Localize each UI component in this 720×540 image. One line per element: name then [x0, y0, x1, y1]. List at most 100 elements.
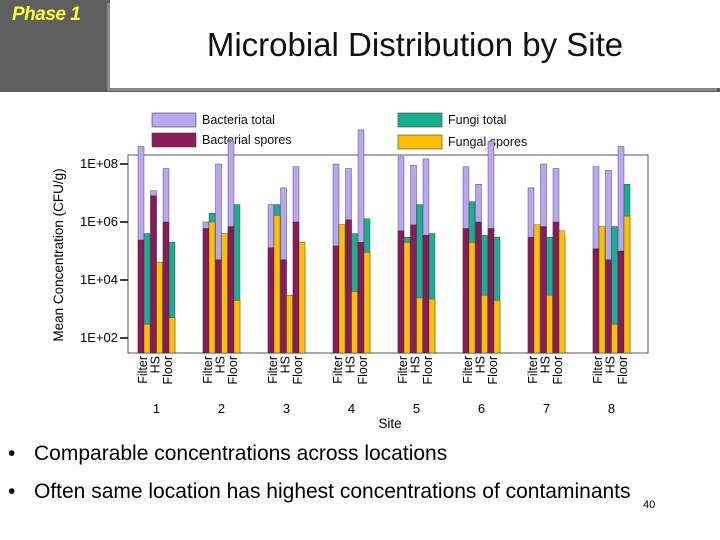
sample-type-label: HS — [474, 356, 488, 373]
site-label: 1 — [153, 401, 160, 416]
y-axis-title: Mean Concentration (CFU/g) — [51, 168, 66, 341]
legend-label: Bacteria total — [202, 113, 275, 127]
site-label: 8 — [608, 401, 615, 416]
bar-bacterial-spores — [137, 239, 145, 354]
bullet-list: • Comparable concentrations across locati… — [8, 437, 720, 513]
bar-fungal-spores — [156, 262, 163, 354]
bar-bacterial-spores — [422, 235, 430, 354]
bar-bacterial-spores — [527, 236, 535, 354]
sample-type-label: HS — [409, 356, 423, 373]
sample-type-label: HS — [214, 356, 228, 373]
sample-type-label: Floor — [291, 356, 305, 384]
sample-type-label: Filter — [266, 356, 280, 384]
bar-fungal-spores — [168, 317, 176, 354]
sample-type-label: Filter — [396, 356, 410, 384]
bar-bacterial-spores — [202, 228, 210, 354]
title-box — [110, 0, 720, 88]
bar-fungal-spores — [428, 298, 436, 354]
sample-type-label: Floor — [421, 356, 435, 384]
bar-fungal-spores — [221, 233, 228, 354]
bar-bacterial-spores — [617, 250, 625, 354]
sample-type-label: Filter — [526, 356, 540, 384]
bar-bacterial-spores — [150, 195, 157, 354]
y-tick-label: 1E+04 — [80, 272, 118, 287]
site-label: 7 — [543, 401, 550, 416]
bar-bacterial-spores — [280, 259, 287, 354]
sample-type-label: Floor — [551, 356, 565, 384]
site-label: 4 — [348, 401, 355, 416]
bar-bacterial-spores — [292, 221, 300, 354]
page-number: 40 — [643, 499, 656, 511]
bar-bacterial-spores — [357, 242, 365, 354]
bar-bacterial-spores — [540, 226, 547, 354]
chart-area: Bacteria total Bacterial spores Fungi tota… — [0, 95, 720, 440]
bar-bacterial-spores — [592, 248, 600, 354]
bullet-dot-icon: • — [8, 442, 16, 465]
sample-type-label: Floor — [226, 356, 240, 384]
sample-type-label: Filter — [331, 356, 345, 384]
bar-fungal-spores — [468, 242, 476, 354]
sample-type-label: Floor — [161, 356, 175, 384]
legend-swatch — [151, 112, 197, 128]
bullet-item: • Often same location has highest concent… — [8, 475, 720, 513]
sample-type-label: Floor — [356, 356, 370, 384]
sample-type-label: Filter — [136, 356, 150, 384]
bar-bacterial-spores — [552, 221, 560, 354]
sample-type-label: Filter — [591, 356, 605, 384]
bar-fungal-spores — [623, 215, 631, 354]
bar-bacterial-spores — [162, 221, 170, 354]
legend-label: Fungal spores — [448, 135, 527, 149]
legend-label: Bacterial spores — [202, 133, 292, 147]
site-label: 5 — [413, 401, 420, 416]
bar-bacterial-spores — [215, 259, 222, 354]
bar-fungal-spores — [273, 215, 281, 354]
x-axis-title: Site — [378, 416, 401, 431]
sample-type-label: Floor — [486, 356, 500, 384]
bullet-item: • Comparable concentrations across locati… — [8, 437, 720, 475]
sample-type-label: HS — [539, 356, 553, 373]
slide-title: Microbial Distribution by Site — [206, 26, 624, 63]
bar-bacterial-spores — [345, 219, 352, 354]
sample-type-label: HS — [149, 356, 163, 373]
bar-bacterial-spores — [397, 230, 405, 354]
bar-fungal-spores — [351, 291, 358, 354]
bar-fungal-spores — [403, 242, 411, 354]
bar-fungal-spores — [363, 252, 371, 354]
bar-bacterial-spores — [487, 228, 495, 354]
bar-fungal-spores — [533, 224, 541, 354]
bar-bacterial-spores — [462, 228, 470, 354]
sample-type-label: Filter — [201, 356, 215, 384]
bar-fungal-spores — [298, 242, 306, 354]
site-label: 3 — [283, 401, 290, 416]
bar-bacterial-spores — [410, 224, 417, 354]
bar-fungal-spores — [208, 221, 216, 354]
bullet-dot-icon: • — [8, 480, 16, 503]
y-tick-label: 1E+08 — [80, 156, 118, 171]
bar-fungal-spores — [598, 226, 606, 354]
bar-fungal-spores — [416, 297, 423, 354]
bar-fungal-spores — [611, 323, 618, 354]
bullet-text: Often same location has highest concentr… — [34, 480, 631, 503]
bar-chart: Bacteria total Bacterial spores Fungi tota… — [51, 112, 649, 431]
phase-label: Phase 1 — [12, 4, 81, 25]
bullet-text: Comparable concentrations across locatio… — [34, 442, 448, 465]
sample-type-label: Filter — [461, 356, 475, 384]
site-label: 6 — [478, 401, 485, 416]
bar-fungal-spores — [143, 323, 151, 354]
bar-bacterial-spores — [332, 245, 340, 354]
legend-swatch — [397, 112, 443, 128]
sample-type-label: HS — [279, 356, 293, 373]
phase-box: Phase 1 — [0, 0, 106, 88]
bar-bacterial-spores — [605, 259, 612, 354]
legend-swatch — [151, 132, 197, 148]
bar-bacterial-spores — [227, 226, 235, 354]
bar-fungal-spores — [338, 224, 346, 354]
bar-fungal-spores — [286, 294, 293, 354]
sample-type-label: HS — [344, 356, 358, 373]
y-tick-label: 1E+02 — [80, 330, 118, 345]
bar-bacterial-spores — [475, 221, 482, 354]
bar-fungal-spores — [493, 300, 501, 354]
sample-type-label: Floor — [616, 356, 630, 384]
site-label: 2 — [218, 401, 225, 416]
bar-fungal-spores — [546, 294, 553, 354]
